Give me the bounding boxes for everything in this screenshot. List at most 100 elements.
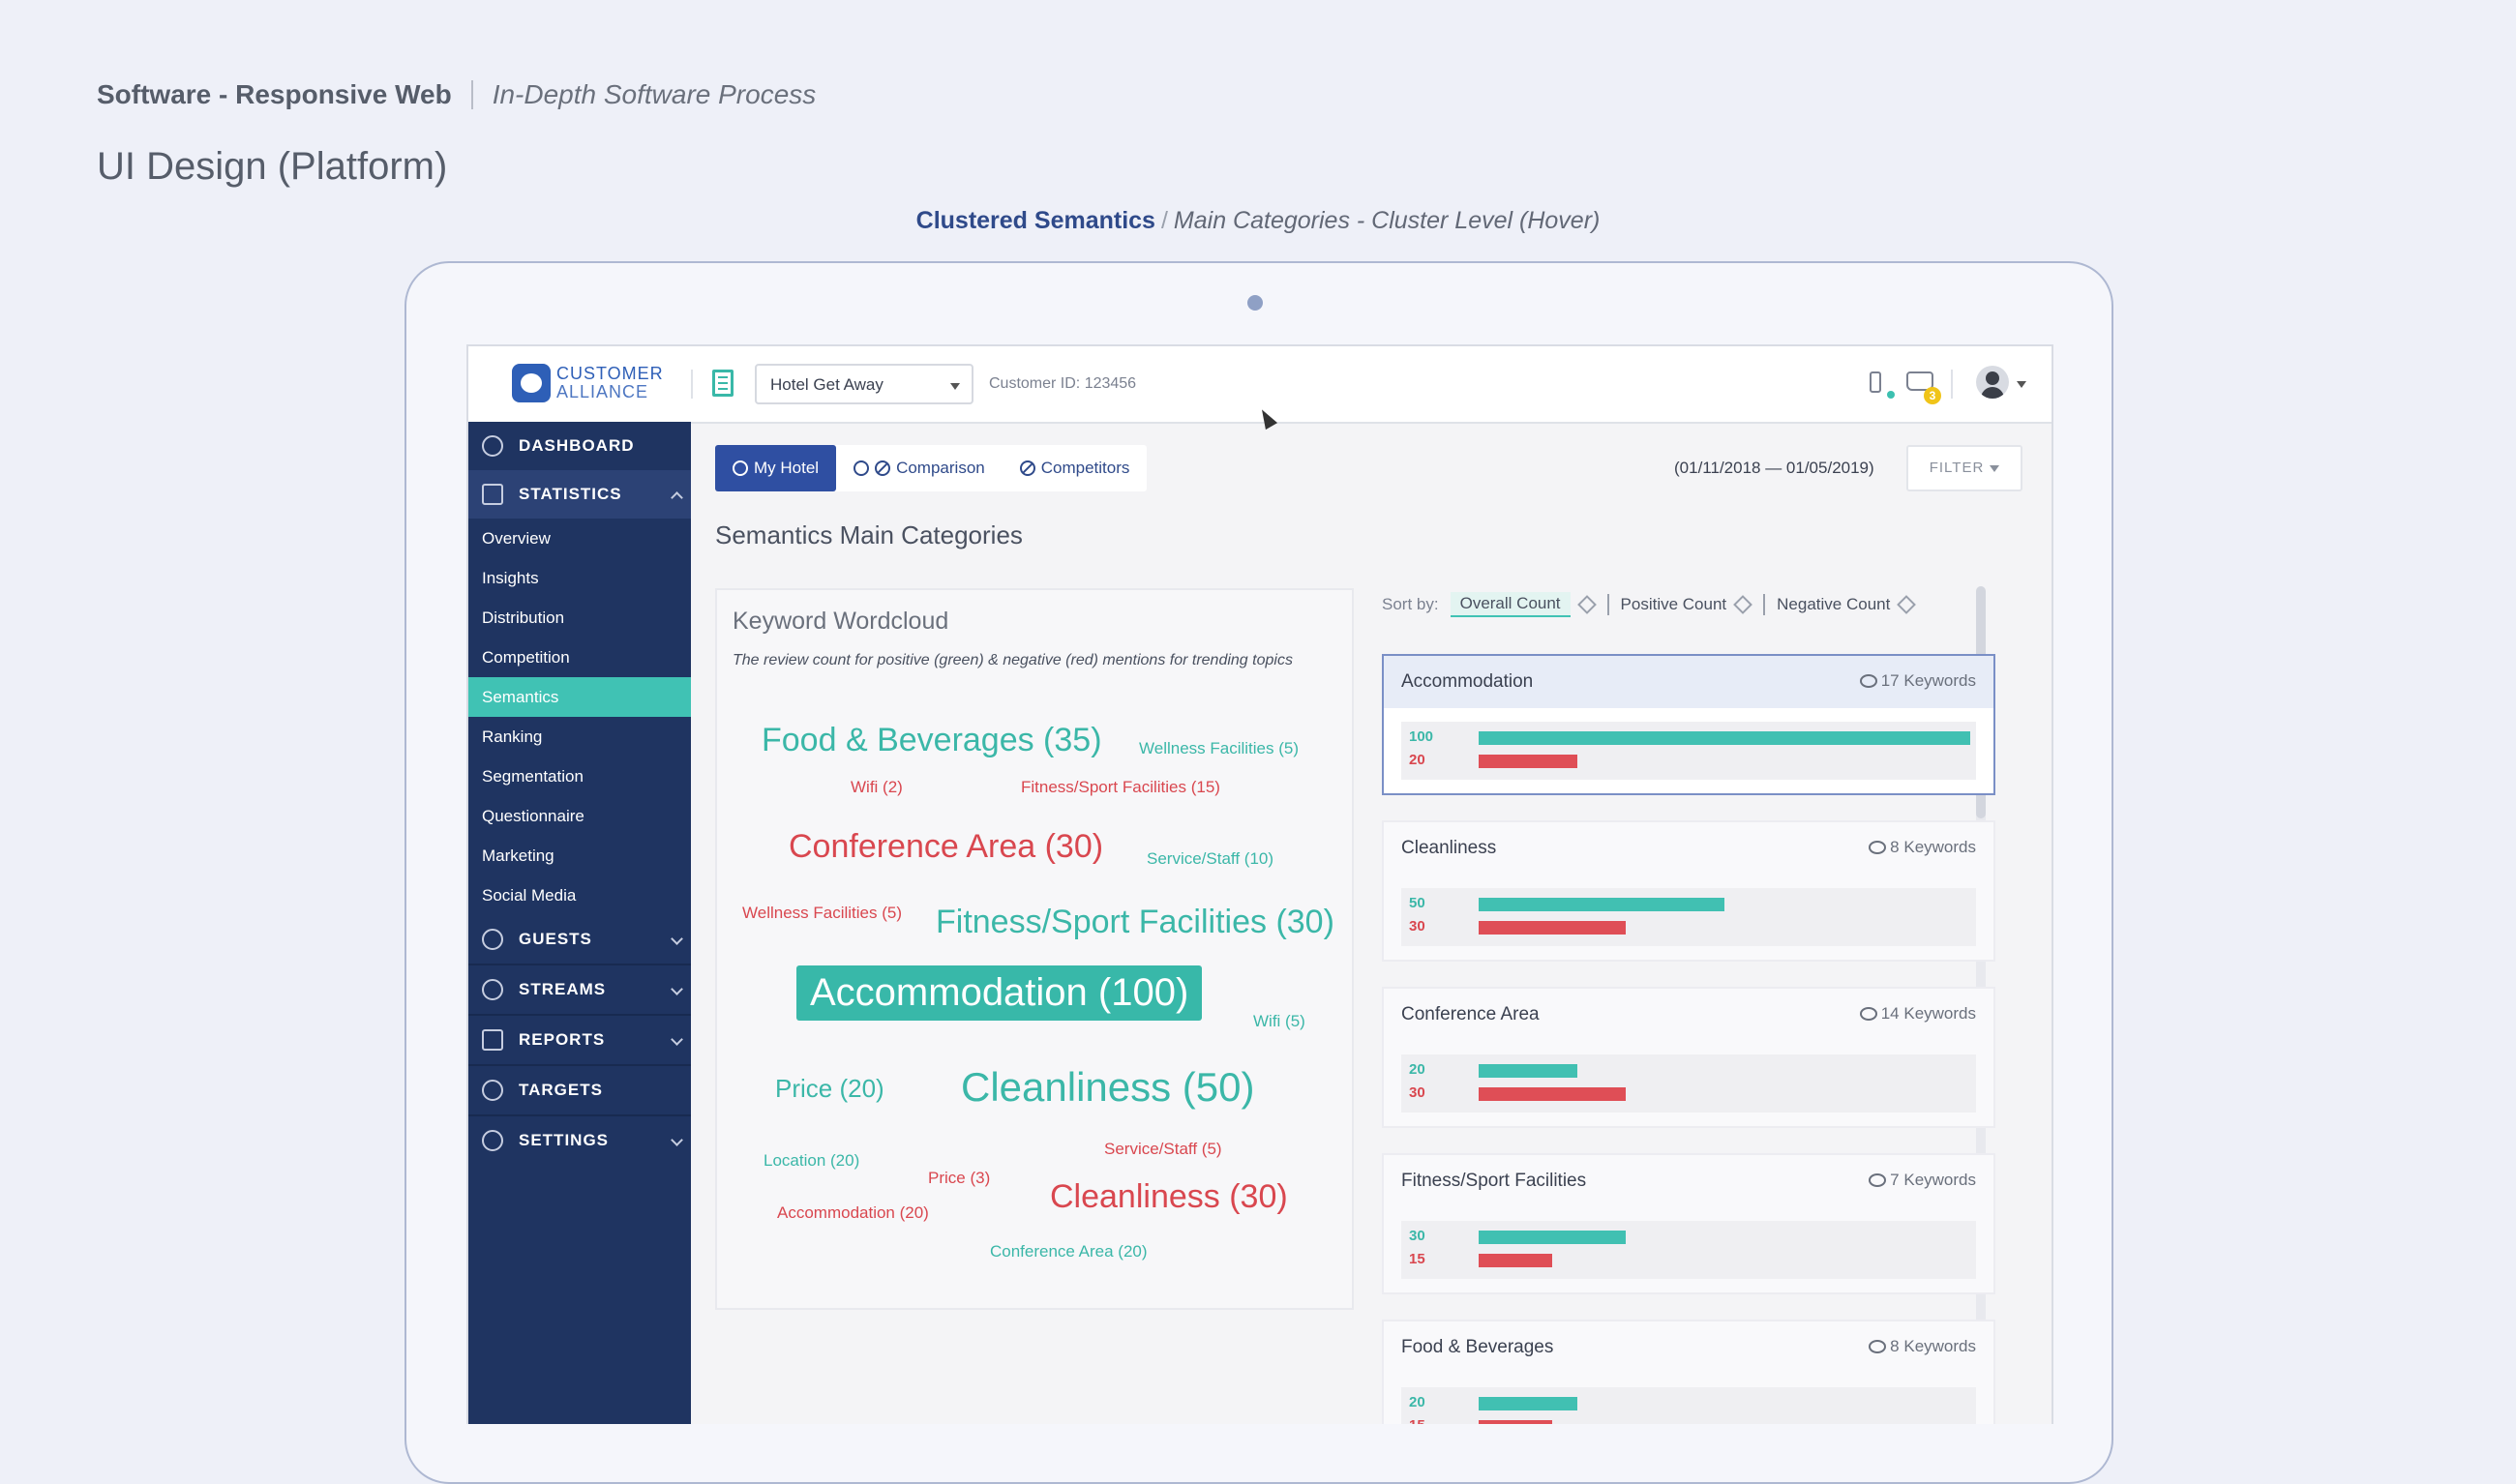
caption-main: Clustered Semantics <box>915 207 1155 234</box>
tab-my-hotel[interactable]: My Hotel <box>715 445 837 491</box>
comment-icon <box>1869 1340 1887 1353</box>
building-icon <box>712 370 734 397</box>
tab-competitors[interactable]: Competitors <box>1003 445 1148 491</box>
circle-icon <box>733 460 748 476</box>
nav-label: REPORTS <box>519 1030 606 1049</box>
keyword[interactable]: Wellness Facilities (5) <box>1139 739 1300 757</box>
nav-statistics[interactable]: STATISTICS <box>468 470 691 519</box>
tab-label: Competitors <box>1040 459 1130 477</box>
keyword[interactable]: Wifi (2) <box>851 778 903 796</box>
circle-icon <box>854 460 870 476</box>
negative-bar <box>1479 1254 1552 1267</box>
category-card[interactable]: Food & Beverages 8 Keywords 20 15 <box>1382 1320 1995 1424</box>
keyword[interactable]: Accommodation (20) <box>777 1203 929 1222</box>
inbox-icon[interactable] <box>1906 371 1933 391</box>
negative-bar-row: 30 <box>1401 1082 1976 1105</box>
keyword[interactable]: Wellness Facilities (5) <box>742 904 903 922</box>
negative-bar <box>1479 921 1626 935</box>
nav-questionnaire[interactable]: Questionnaire <box>468 796 691 836</box>
positive-bar-row: 50 <box>1401 892 1976 915</box>
nav-ranking[interactable]: Ranking <box>468 717 691 757</box>
keyword[interactable]: Fitness/Sport Facilities (15) <box>1021 778 1220 796</box>
sort-icon <box>1733 595 1753 614</box>
caption-sub: Main Categories - Cluster Level (Hover) <box>1173 207 1601 234</box>
keyword[interactable]: Service/Staff (5) <box>1104 1140 1222 1158</box>
keyword[interactable]: Wifi (5) <box>1253 1012 1305 1030</box>
logo-line-2: ALLIANCE <box>556 382 649 401</box>
nav-insights[interactable]: Insights <box>468 558 691 598</box>
comment-icon <box>1859 1007 1877 1021</box>
keyword-highlighted[interactable]: Accommodation (100) <box>796 965 1203 1021</box>
date-range[interactable]: (01/11/2018 — 01/05/2019) <box>1674 459 1874 477</box>
nav-divider <box>468 1014 691 1016</box>
keyword[interactable]: Price (3) <box>928 1169 991 1187</box>
nav-overview[interactable]: Overview <box>468 519 691 558</box>
count-bars: 50 30 <box>1401 888 1976 946</box>
section-title: Semantics Main Categories <box>715 520 1023 549</box>
chevron-down-icon <box>671 1134 683 1146</box>
category-card[interactable]: Fitness/Sport Facilities 7 Keywords 30 1… <box>1382 1153 1995 1294</box>
keyword-count-label: 8 Keywords <box>1890 838 1976 856</box>
nav-semantics[interactable]: Semantics <box>468 677 691 717</box>
category-name: Conference Area <box>1401 1004 1540 1024</box>
logo[interactable]: CUSTOMER ALLIANCE <box>512 364 664 402</box>
nav-streams[interactable]: STREAMS <box>468 965 691 1014</box>
keyword-count: 8 Keywords <box>1869 1337 1976 1356</box>
nav-targets[interactable]: TARGETS <box>468 1066 691 1114</box>
category-header <box>1384 656 1993 708</box>
nav-distribution[interactable]: Distribution <box>468 598 691 638</box>
filter-button[interactable]: FILTER <box>1906 445 2022 491</box>
category-card[interactable]: Conference Area 14 Keywords 20 30 <box>1382 987 1995 1128</box>
keyword[interactable]: Service/Staff (10) <box>1147 849 1274 868</box>
chat-icon <box>482 979 503 1000</box>
comment-icon <box>1869 841 1887 854</box>
category-card[interactable]: Accommodation 17 Keywords 100 20 <box>1382 654 1995 795</box>
keyword[interactable]: Conference Area (30) <box>789 828 1104 865</box>
comment-icon <box>1859 674 1877 688</box>
top-bar: CUSTOMER ALLIANCE Hotel Get Away Custome… <box>468 346 2052 424</box>
nav-guests[interactable]: GUESTS <box>468 915 691 964</box>
sort-label: Sort by: <box>1382 595 1439 613</box>
logo-icon <box>512 364 551 402</box>
sort-negative-count[interactable]: Negative Count <box>1777 595 1917 614</box>
hotel-select[interactable]: Hotel Get Away <box>755 364 973 404</box>
avatar[interactable] <box>1976 366 2009 399</box>
compass-icon <box>482 435 503 457</box>
category-card[interactable]: Cleanliness 8 Keywords 50 30 <box>1382 820 1995 962</box>
keyword[interactable]: Cleanliness (30) <box>1050 1178 1288 1215</box>
negative-bar-row: 30 <box>1401 915 1976 938</box>
positive-bar-row: 20 <box>1401 1391 1976 1414</box>
nav-reports[interactable]: REPORTS <box>468 1016 691 1064</box>
keyword[interactable]: Fitness/Sport Facilities (30) <box>936 904 1334 940</box>
mobile-icon[interactable] <box>1870 371 1881 393</box>
caret-down-icon[interactable] <box>2017 381 2026 388</box>
nav-label: GUESTS <box>519 930 592 948</box>
keyword[interactable]: Price (20) <box>775 1074 884 1103</box>
positive-bar-row: 100 <box>1401 726 1976 749</box>
sort-overall-count[interactable]: Overall Count <box>1450 592 1597 617</box>
nav-competition[interactable]: Competition <box>468 638 691 677</box>
nav-social-media[interactable]: Social Media <box>468 876 691 915</box>
nav-marketing[interactable]: Marketing <box>468 836 691 876</box>
inbox-badge: 3 <box>1924 387 1941 404</box>
positive-bar <box>1479 1231 1626 1244</box>
keyword[interactable]: Location (20) <box>764 1151 860 1170</box>
nav-dashboard[interactable]: DASHBOARD <box>468 422 691 470</box>
tab-comparison[interactable]: Comparison <box>836 445 1003 491</box>
nav-segmentation[interactable]: Segmentation <box>468 757 691 796</box>
caret-down-icon <box>1990 464 2000 472</box>
positive-bar <box>1479 898 1724 911</box>
sort-positive-count[interactable]: Positive Count <box>1621 595 1753 614</box>
negative-bar <box>1479 755 1577 768</box>
nav-label: SETTINGS <box>519 1131 610 1149</box>
sort-bar: Sort by: Overall Count Positive Count Ne… <box>1382 592 1917 617</box>
keyword[interactable]: Food & Beverages (35) <box>762 722 1102 758</box>
keyword[interactable]: Cleanliness (50) <box>961 1064 1255 1110</box>
nav-label: DASHBOARD <box>519 436 635 455</box>
count-bars: 30 15 <box>1401 1221 1976 1279</box>
nav-settings[interactable]: SETTINGS <box>468 1116 691 1165</box>
keyword-count-label: 7 Keywords <box>1890 1171 1976 1189</box>
keyword-count-label: 14 Keywords <box>1880 1004 1976 1023</box>
keyword[interactable]: Conference Area (20) <box>990 1242 1148 1261</box>
sort-option-label: Overall Count <box>1450 592 1571 617</box>
